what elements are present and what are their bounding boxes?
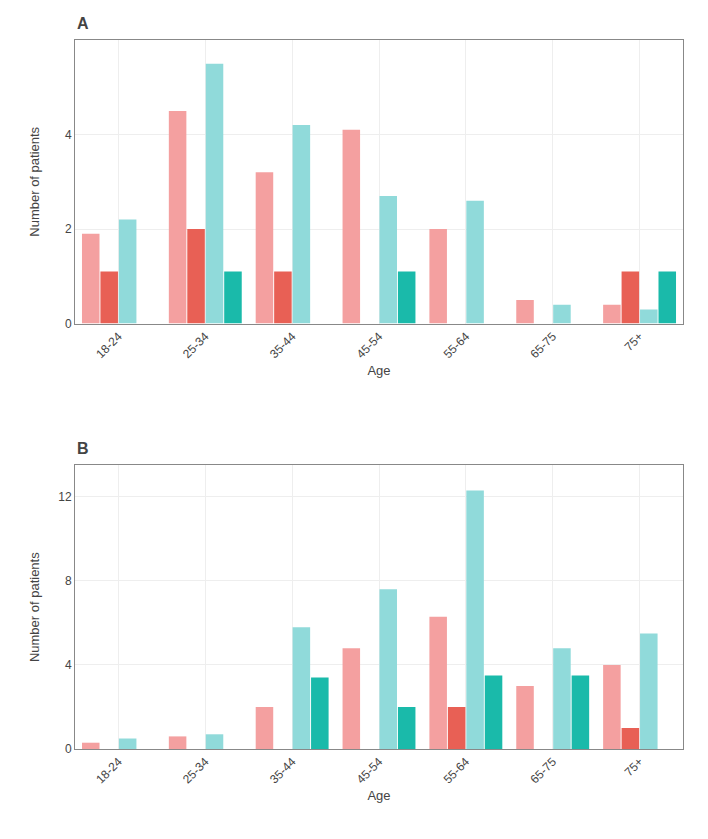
svg-text:Age: Age	[367, 788, 390, 803]
svg-text:Number of patients: Number of patients	[27, 126, 42, 236]
svg-text:55-64: 55-64	[441, 329, 473, 361]
svg-text:Age: Age	[367, 363, 390, 378]
svg-text:B: B	[77, 440, 89, 457]
svg-text:4: 4	[65, 128, 72, 142]
svg-text:4: 4	[65, 658, 72, 672]
svg-text:65-75: 65-75	[527, 329, 559, 361]
svg-text:45-54: 45-54	[354, 329, 386, 361]
svg-text:8: 8	[65, 574, 72, 588]
svg-text:25-34: 25-34	[180, 329, 212, 361]
svg-text:55-64: 55-64	[441, 755, 473, 787]
svg-text:35-44: 35-44	[267, 329, 299, 361]
svg-text:18-24: 18-24	[93, 755, 125, 787]
svg-text:12: 12	[58, 490, 72, 504]
svg-text:65-75: 65-75	[527, 755, 559, 787]
svg-text:25-34: 25-34	[180, 755, 212, 787]
svg-text:Number of patients: Number of patients	[27, 552, 42, 662]
svg-text:45-54: 45-54	[354, 755, 386, 787]
svg-text:0: 0	[65, 742, 72, 756]
svg-text:18-24: 18-24	[93, 329, 125, 361]
svg-text:75+: 75+	[622, 329, 646, 353]
svg-text:35-44: 35-44	[267, 755, 299, 787]
svg-text:2: 2	[65, 222, 72, 236]
svg-text:A: A	[77, 15, 89, 32]
svg-text:0: 0	[65, 317, 72, 331]
svg-text:75+: 75+	[622, 755, 646, 779]
